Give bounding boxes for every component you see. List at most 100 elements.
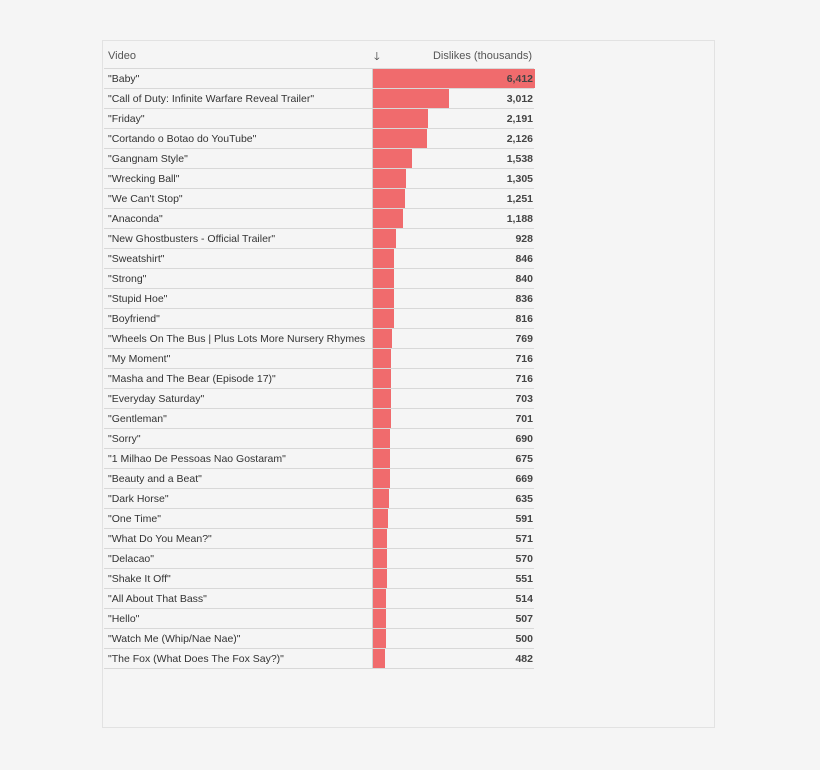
dislike-value: 769 <box>515 333 533 345</box>
table-row: "Masha and The Bear (Episode 17)" 716 <box>104 369 534 389</box>
dislike-bar <box>373 389 391 408</box>
dislike-value: 928 <box>515 233 533 245</box>
bar-cell: 716 <box>372 349 535 368</box>
table-row: "Delacao" 570 <box>104 549 534 569</box>
dislike-value: 551 <box>515 573 533 585</box>
dislike-bar <box>373 289 395 308</box>
video-name: "1 Milhao De Pessoas Nao Gostaram" <box>108 453 286 465</box>
dislike-bar <box>373 449 391 468</box>
dislike-bar <box>373 189 405 208</box>
dislike-value: 669 <box>515 473 533 485</box>
video-name: "Baby" <box>108 73 140 85</box>
table-row: "Beauty and a Beat" 669 <box>104 469 534 489</box>
video-name: "Strong" <box>108 273 147 285</box>
dislike-bar <box>373 649 386 668</box>
table-row: "Anaconda" 1,188 <box>104 209 534 229</box>
video-name: "Sweatshirt" <box>108 253 165 265</box>
bar-cell: 1,305 <box>372 169 535 188</box>
table-row: "Shake It Off" 551 <box>104 569 534 589</box>
dislike-bar <box>373 249 395 268</box>
dislike-value: 840 <box>515 273 533 285</box>
table-row: "Dark Horse" 635 <box>104 489 534 509</box>
video-name: "Gentleman" <box>108 413 167 425</box>
dislike-value: 1,188 <box>506 213 533 225</box>
dislike-value: 846 <box>515 253 533 265</box>
video-name: "Beauty and a Beat" <box>108 473 202 485</box>
dislike-bar <box>373 549 388 568</box>
dislike-bar <box>373 269 395 288</box>
dislike-value: 2,126 <box>506 133 533 145</box>
dislike-bar <box>373 429 391 448</box>
video-name: "My Moment" <box>108 353 171 365</box>
dislike-value: 690 <box>515 433 533 445</box>
bar-cell: 2,126 <box>372 129 535 148</box>
video-name: "Delacao" <box>108 553 154 565</box>
video-name: "What Do You Mean?" <box>108 533 212 545</box>
bar-cell: 675 <box>372 449 535 468</box>
bar-cell: 571 <box>372 529 535 548</box>
dislike-value: 500 <box>515 633 533 645</box>
video-name: "Gangnam Style" <box>108 153 188 165</box>
dislike-bar <box>373 589 386 608</box>
dislike-bar <box>373 209 403 228</box>
video-name: "Sorry" <box>108 433 141 445</box>
table-row: "Wheels On The Bus | Plus Lots More Nurs… <box>104 329 534 349</box>
table-row: "Watch Me (Whip/Nae Nae)" 500 <box>104 629 534 649</box>
table-row: "New Ghostbusters - Official Trailer" 928 <box>104 229 534 249</box>
bar-cell: 701 <box>372 409 535 428</box>
dislikes-table: Video 🡓 Dislikes (thousands) "Baby" 6,412… <box>104 44 535 669</box>
video-name: "The Fox (What Does The Fox Say?)" <box>108 653 284 665</box>
video-name: "Wheels On The Bus | Plus Lots More Nurs… <box>108 333 366 345</box>
table-row: "Gentleman" 701 <box>104 409 534 429</box>
dislike-bar <box>373 569 387 588</box>
table-row: "My Moment" 716 <box>104 349 534 369</box>
dislike-bar <box>373 149 412 168</box>
video-column-header[interactable]: Video <box>108 50 136 62</box>
video-name: "Everyday Saturday" <box>108 393 205 405</box>
dislike-value: 816 <box>515 313 533 325</box>
table-row: "Hello" 507 <box>104 609 534 629</box>
dislike-value: 635 <box>515 493 533 505</box>
bar-cell: 928 <box>372 229 535 248</box>
table-row: "Friday" 2,191 <box>104 109 534 129</box>
video-name: "Hello" <box>108 613 140 625</box>
dislike-value: 3,012 <box>506 93 533 105</box>
bar-cell: 507 <box>372 609 535 628</box>
video-name: "Boyfriend" <box>108 313 160 325</box>
video-name: "All About That Bass" <box>108 593 207 605</box>
dislike-value: 1,538 <box>506 153 533 165</box>
bar-cell: 6,412 <box>372 69 535 88</box>
dislike-bar <box>373 529 388 548</box>
video-name: "We Can't Stop" <box>108 193 183 205</box>
table-row: "Wrecking Ball" 1,305 <box>104 169 534 189</box>
bar-cell: 716 <box>372 369 535 388</box>
video-name: "Cortando o Botao do YouTube" <box>108 133 257 145</box>
table-row: "All About That Bass" 514 <box>104 589 534 609</box>
dislike-bar <box>373 229 397 248</box>
dislike-bar <box>373 349 392 368</box>
dislike-value: 591 <box>515 513 533 525</box>
dislike-value: 836 <box>515 293 533 305</box>
bar-cell: 769 <box>372 329 535 348</box>
video-name: "New Ghostbusters - Official Trailer" <box>108 233 276 245</box>
bar-cell: 551 <box>372 569 535 588</box>
table-row: "Strong" 840 <box>104 269 534 289</box>
bar-cell: 3,012 <box>372 89 535 108</box>
dislike-bar <box>373 469 390 488</box>
table-row: "Stupid Hoe" 836 <box>104 289 534 309</box>
dislike-bar <box>373 309 394 328</box>
table-body: "Baby" 6,412 "Call of Duty: Infinite Warfa… <box>104 69 535 669</box>
dislike-bar <box>373 69 535 88</box>
arrow-down-icon[interactable]: 🡓 <box>374 51 380 63</box>
dislike-bar <box>373 489 390 508</box>
bar-cell: 690 <box>372 429 535 448</box>
table-row: "Cortando o Botao do YouTube" 2,126 <box>104 129 534 149</box>
bar-cell: 1,538 <box>372 149 535 168</box>
dislike-bar <box>373 609 386 628</box>
bar-cell: 591 <box>372 509 535 528</box>
dislikes-column-header[interactable]: Dislikes (thousands) <box>432 50 532 62</box>
video-name: "Dark Horse" <box>108 493 169 505</box>
video-name: "One Time" <box>108 513 161 525</box>
video-name: "Shake It Off" <box>108 573 171 585</box>
dislike-bar <box>373 629 386 648</box>
